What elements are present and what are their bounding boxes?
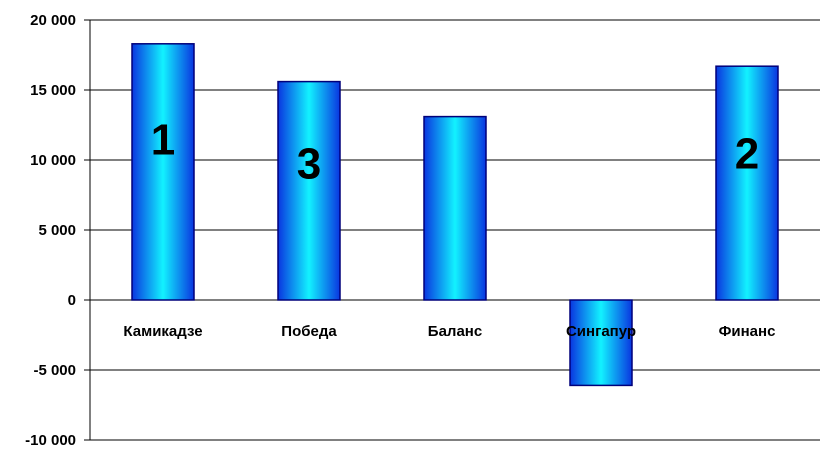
bar: [277, 80, 341, 301]
bar-rank-labels: 1 3 2: [151, 116, 759, 189]
y-tick-label: 15 000: [30, 82, 76, 99]
category-label: Победа: [281, 323, 337, 340]
bars: [131, 43, 779, 387]
category-label: Камикадзе: [123, 323, 202, 340]
bar: [715, 65, 779, 301]
category-label: Финанс: [719, 323, 776, 340]
category-label: Баланс: [428, 323, 482, 340]
y-tick-labels: 20 000 15 000 10 000 5 000 0 -5 000 -10 000: [25, 12, 76, 449]
bar-rank-label: 2: [735, 130, 759, 179]
y-tick-label: -10 000: [25, 432, 76, 449]
bar: [569, 299, 633, 387]
y-tick-label: 10 000: [30, 152, 76, 169]
bar: [131, 43, 195, 301]
y-tick-label: 20 000: [30, 12, 76, 29]
y-tick-label: 0: [68, 292, 76, 309]
category-label: Сингапур: [566, 323, 636, 340]
y-tick-label: 5 000: [38, 222, 76, 239]
bar-rank-label: 1: [151, 116, 175, 165]
bar: [423, 115, 487, 301]
y-tick-label: -5 000: [33, 362, 76, 379]
category-labels: Камикадзе Победа Баланс Сингапур Финанс: [123, 323, 775, 340]
bar-rank-label: 3: [297, 139, 321, 188]
